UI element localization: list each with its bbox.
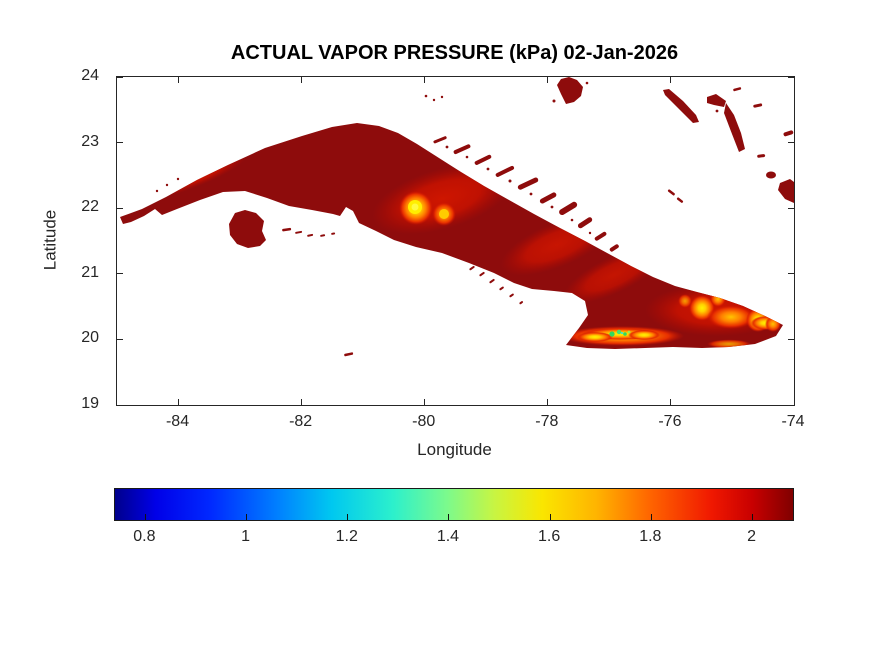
hotspot-escambray-b-core [439, 209, 449, 219]
y-tick-mark [117, 404, 123, 405]
colorbar [114, 488, 794, 521]
hotspot-green-speck [623, 332, 627, 336]
x-tick-mark [547, 77, 549, 83]
acklins-island [724, 103, 745, 152]
y-tick-label: 19 [81, 395, 99, 412]
colorbar-tick-mark [246, 514, 248, 520]
long-island [663, 89, 699, 123]
isla-de-la-juventud [229, 210, 266, 248]
x-tick-mark [301, 77, 303, 83]
x-tick-labels: -84 -82 -80 -78 -76 -74 [116, 405, 805, 433]
colorbar-tick-mark [650, 514, 652, 520]
colorbar-tick-label: 0.8 [133, 528, 156, 545]
y-tick-labels: 24 23 22 21 20 19 [0, 67, 108, 412]
x-tick-mark [178, 399, 180, 405]
map-svg [120, 77, 794, 357]
y-tick-mark [117, 142, 123, 144]
x-tick-mark [670, 77, 672, 83]
hotspot-cyan-speck [620, 331, 624, 335]
hotspot-sierra-maestra-yellow [628, 330, 660, 340]
hotspot-guantanamo-coast [707, 339, 751, 349]
y-tick-mark [788, 142, 794, 144]
x-tick-mark [670, 399, 672, 405]
y-tick-mark [788, 338, 794, 340]
x-tick-label: -74 [781, 413, 805, 430]
y-tick-label: 22 [81, 198, 99, 216]
y-tick-label: 21 [81, 263, 99, 281]
y-tick-mark [788, 273, 794, 275]
hotspot-green-speck [616, 329, 622, 335]
y-tick-label: 23 [81, 132, 99, 150]
x-tick-mark [424, 77, 426, 83]
colorbar-tick-label: 1.4 [436, 528, 460, 545]
y-tick-mark [788, 404, 794, 405]
hotspot-green-speck [627, 330, 631, 334]
x-tick-mark [793, 77, 794, 83]
inagua-partial [778, 179, 794, 203]
colorbar-tick-mark [144, 514, 146, 520]
x-tick-label: -80 [412, 413, 436, 430]
south-cays [282, 227, 524, 357]
hotspot-escambray-a-peak [411, 203, 419, 211]
y-tick-mark [788, 207, 794, 209]
hotspot-sierra-maestra-yellow [577, 332, 613, 342]
hotspot-speck [172, 178, 178, 184]
cayman-island [344, 352, 354, 357]
hotspot-east [707, 305, 755, 329]
plot-title: ACTUAL VAPOR PRESSURE (kPa) 02-Jan-2026 [230, 42, 679, 64]
hotspot-green-speck [609, 331, 615, 337]
x-tick-label: -84 [165, 413, 190, 430]
y-tick-mark [788, 77, 794, 78]
x-tick-label: -82 [289, 413, 313, 430]
y-tick-mark [117, 207, 123, 209]
hotspot-speck [185, 175, 189, 179]
y-tick-label: 20 [81, 329, 99, 347]
x-tick-mark [424, 399, 426, 405]
y-tick-mark [117, 77, 123, 78]
colorbar-tick-mark [448, 514, 450, 520]
hotspot-east [710, 291, 726, 307]
x-tick-mark [301, 399, 303, 405]
bahamas-islands [424, 77, 794, 203]
colorbar-tick-mark [752, 514, 754, 520]
plot-area [116, 76, 795, 406]
colorbar-tick-label: 1.8 [639, 528, 662, 545]
colorbar-tick-label: 1 [241, 528, 250, 545]
x-tick-mark [547, 399, 549, 405]
y-tick-mark [117, 338, 123, 340]
colorbar-tick-mark [549, 514, 551, 520]
x-axis-label: Longitude [417, 440, 492, 459]
colorbar-tick-label: 1.6 [538, 528, 561, 545]
x-tick-mark [178, 77, 180, 83]
colorbar-tick-label: 2 [747, 528, 756, 545]
x-tick-mark [793, 399, 794, 405]
x-tick-label: -78 [535, 413, 559, 430]
hotspot-east [765, 316, 781, 332]
crooked-island [707, 94, 726, 107]
hotspot-east [678, 294, 692, 308]
colorbar-tick-label: 1.2 [335, 528, 358, 545]
north-coast-cays [155, 136, 619, 252]
y-tick-label: 24 [81, 67, 99, 84]
x-tick-label: -76 [658, 413, 682, 430]
andros-fragment [557, 77, 583, 104]
hotspot-speck [198, 170, 202, 174]
y-tick-mark [117, 273, 123, 275]
colorbar-tick-mark [347, 514, 349, 520]
colorbar-tick-labels: 0.8 1 1.2 1.4 1.6 1.8 2 [114, 524, 792, 548]
